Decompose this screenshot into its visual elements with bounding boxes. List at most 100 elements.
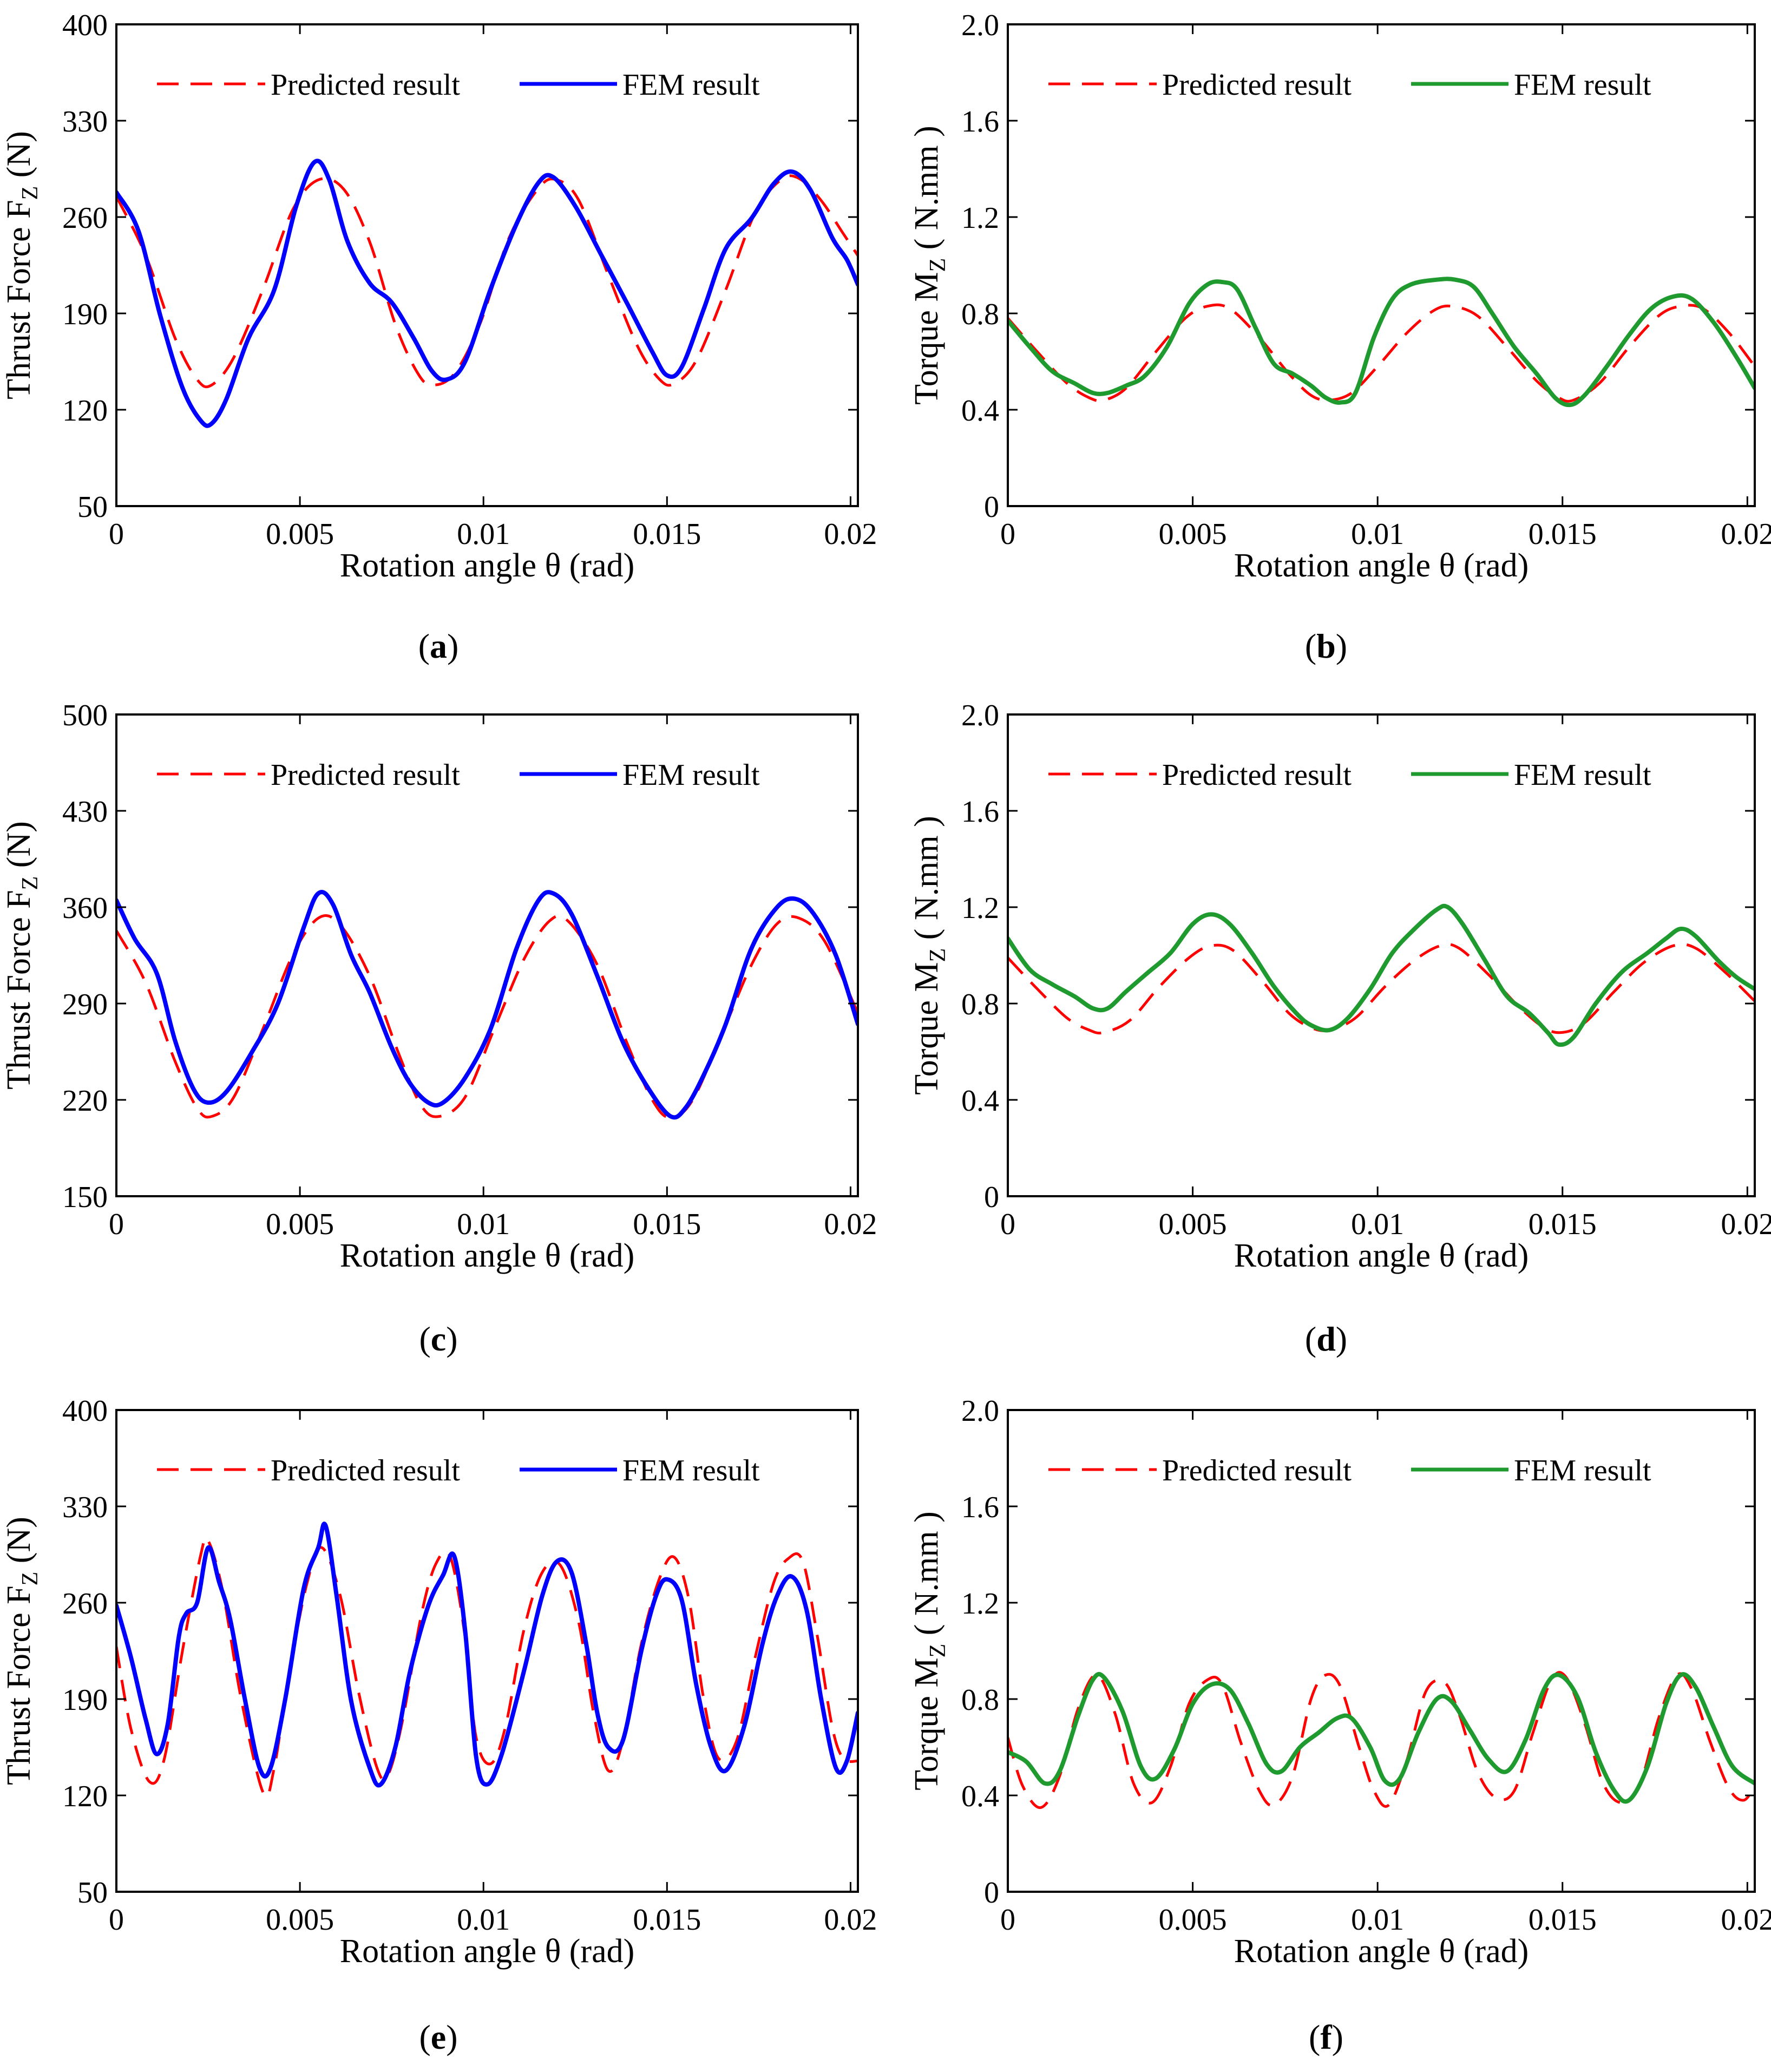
plot-frame xyxy=(1007,713,1756,1197)
y-tick-label: 2.0 xyxy=(961,9,999,42)
legend-predicted-label: Predicted result xyxy=(1162,68,1352,102)
y-tick-label: 290 xyxy=(62,988,108,1021)
x-tick-label: 0.01 xyxy=(1351,1903,1404,1937)
y-tick-label: 120 xyxy=(62,394,108,428)
y-tick-label: 120 xyxy=(62,1780,108,1813)
fem-series-line xyxy=(1008,903,1755,1047)
x-tick-label: 0 xyxy=(109,1903,124,1937)
y-tick-label: 0.8 xyxy=(961,988,999,1021)
x-tick-label: 0.02 xyxy=(1721,1903,1771,1937)
y-tick-label: 50 xyxy=(77,490,108,524)
y-tick-label: 0.4 xyxy=(961,1084,999,1118)
y-axis-label: Thrust Force FZ (N) xyxy=(1,1517,43,1785)
x-tick-label: 0.015 xyxy=(1529,1208,1597,1241)
predicted-series-line xyxy=(116,174,858,389)
y-axis-label: Thrust Force FZ (N) xyxy=(1,131,43,399)
chart-panel-e: 0 0.005 0.01 0.015 0.02 50 120 190 260 330 400 Rota… xyxy=(1,1394,877,2056)
y-tick-label: 500 xyxy=(62,699,108,732)
x-tick-label: 0.005 xyxy=(1159,1903,1227,1937)
y-tick-label: 2.0 xyxy=(961,1394,999,1428)
fem-series-line xyxy=(116,1522,858,1788)
x-axis-label: Rotation angle θ (rad) xyxy=(340,1237,634,1274)
y-tick-label: 0.8 xyxy=(961,298,999,331)
legend-predicted-label: Predicted result xyxy=(1162,758,1352,792)
y-tick-label: 0.4 xyxy=(961,394,999,428)
x-axis-label: Rotation angle θ (rad) xyxy=(340,547,634,584)
y-tick-label: 1.2 xyxy=(961,891,999,925)
plot-frame xyxy=(115,713,859,1197)
legend-predicted-label: Predicted result xyxy=(271,68,460,102)
y-axis-label: Thrust Force FZ (N) xyxy=(1,821,43,1090)
x-tick-label: 0.02 xyxy=(824,517,877,551)
legend-fem-label: FEM result xyxy=(1514,758,1651,792)
y-tick-label: 0.8 xyxy=(961,1683,999,1717)
y-axis-label: Torque MZ ( N.mm ) xyxy=(908,126,950,405)
chart-panel-c: 0 0.005 0.01 0.015 0.02 150 220 290 360 430 500 Rot… xyxy=(1,699,877,1358)
x-tick-label: 0.01 xyxy=(1351,1208,1404,1241)
legend-fem-label: FEM result xyxy=(622,758,760,792)
y-tick-label: 330 xyxy=(62,1491,108,1524)
legend-fem-label: FEM result xyxy=(622,68,760,102)
x-tick-label: 0 xyxy=(1000,1208,1015,1241)
predicted-series-line xyxy=(1008,943,1755,1035)
x-tick-label: 0.005 xyxy=(1159,1208,1227,1241)
x-tick-label: 0 xyxy=(109,1208,124,1241)
x-tick-label: 0.005 xyxy=(266,1208,334,1241)
legend-predicted-label: Predicted result xyxy=(271,1454,460,1487)
x-tick-label: 0.005 xyxy=(266,517,334,551)
x-tick-label: 0.02 xyxy=(1721,517,1771,551)
panel-caption: (f) xyxy=(1309,2018,1343,2056)
y-tick-label: 400 xyxy=(62,9,108,42)
y-tick-label: 360 xyxy=(62,891,108,925)
predicted-series-line xyxy=(1008,303,1755,403)
x-tick-label: 0.01 xyxy=(457,1903,510,1937)
y-tick-label: 260 xyxy=(62,1587,108,1621)
y-tick-label: 1.2 xyxy=(961,1587,999,1621)
x-tick-label: 0 xyxy=(109,517,124,551)
chart-panel-a: 0 0.005 0.01 0.015 0.02 50 120 190 260 330 400 Rota… xyxy=(1,9,877,665)
y-tick-label: 0 xyxy=(984,1876,999,1910)
plot-frame xyxy=(115,23,859,507)
x-axis-label: Rotation angle θ (rad) xyxy=(1234,1237,1529,1274)
x-tick-label: 0.02 xyxy=(824,1208,877,1241)
legend-predicted-label: Predicted result xyxy=(1162,1454,1352,1487)
x-tick-label: 0.01 xyxy=(457,1208,510,1241)
y-tick-label: 260 xyxy=(62,201,108,235)
y-tick-label: 2.0 xyxy=(961,699,999,732)
plot-frame xyxy=(115,1409,859,1893)
y-tick-label: 190 xyxy=(62,298,108,331)
x-axis-label: Rotation angle θ (rad) xyxy=(1234,547,1529,584)
y-tick-label: 0.4 xyxy=(961,1780,999,1813)
y-tick-label: 1.6 xyxy=(961,105,999,139)
x-tick-label: 0.02 xyxy=(824,1903,877,1937)
panel-caption: (a) xyxy=(418,627,459,665)
x-tick-label: 0 xyxy=(1000,517,1015,551)
y-tick-label: 430 xyxy=(62,795,108,829)
y-tick-label: 50 xyxy=(77,1876,108,1910)
x-tick-label: 0.015 xyxy=(1529,517,1597,551)
panel-caption: (b) xyxy=(1305,627,1347,665)
x-tick-label: 0.015 xyxy=(633,1903,701,1937)
fem-series-line xyxy=(1008,277,1755,408)
legend-predicted-label: Predicted result xyxy=(271,758,460,792)
x-tick-label: 0.005 xyxy=(266,1903,334,1937)
y-tick-label: 330 xyxy=(62,105,108,139)
x-tick-label: 0 xyxy=(1000,1903,1015,1937)
x-tick-label: 0.01 xyxy=(1351,517,1404,551)
x-tick-label: 0.02 xyxy=(1721,1208,1771,1241)
y-axis-label: Torque MZ ( N.mm ) xyxy=(908,1511,950,1791)
y-tick-label: 400 xyxy=(62,1394,108,1428)
legend-fem-label: FEM result xyxy=(622,1454,760,1487)
plot-frame xyxy=(1007,1409,1756,1893)
y-tick-label: 1.6 xyxy=(961,1491,999,1524)
x-tick-label: 0.005 xyxy=(1159,517,1227,551)
panel-caption: (e) xyxy=(419,2018,457,2056)
x-axis-label: Rotation angle θ (rad) xyxy=(1234,1933,1529,1970)
y-tick-label: 0 xyxy=(984,1181,999,1214)
y-tick-label: 0 xyxy=(984,490,999,524)
fem-series-line xyxy=(116,890,858,1120)
fem-series-line xyxy=(1008,1671,1755,1804)
y-tick-label: 1.6 xyxy=(961,795,999,829)
y-axis-label: Torque MZ ( N.mm ) xyxy=(908,816,950,1095)
